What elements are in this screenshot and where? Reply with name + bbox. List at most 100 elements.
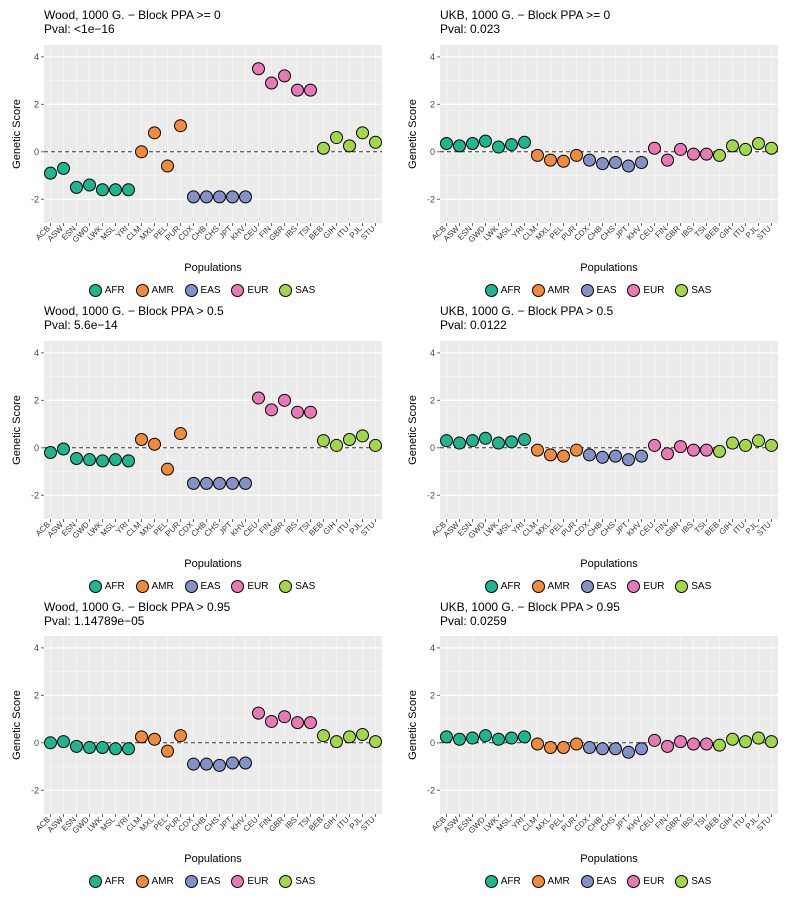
legend-item-SAS: SAS <box>675 284 711 297</box>
point-IBS <box>292 406 304 418</box>
svg-text:4: 4 <box>34 347 39 357</box>
legend-label: EAS <box>201 876 221 887</box>
point-ITU <box>740 143 752 155</box>
point-YRI <box>519 731 531 743</box>
point-KHV <box>636 450 648 462</box>
legend-label: SAS <box>295 285 315 296</box>
legend-item-AFR: AFR <box>89 284 125 297</box>
legend-item-AMR: AMR <box>532 284 570 297</box>
legend: AFR AMR EAS EUR SAS <box>8 578 396 596</box>
svg-text:2: 2 <box>34 99 39 109</box>
point-GWD <box>84 453 96 465</box>
point-GWD <box>480 135 492 147</box>
point-ITU <box>344 731 356 743</box>
legend: AFR AMR EAS EUR SAS <box>8 873 396 891</box>
point-TSI <box>701 444 713 456</box>
legend-item-AFR: AFR <box>485 875 521 888</box>
legend-item-EAS: EAS <box>185 875 221 888</box>
point-LWK <box>493 437 505 449</box>
title-line2: Pval: 5.6e−14 <box>44 318 118 332</box>
panel-title: UKB, 1000 G. − Block PPA > 0.95 Pval: 0.… <box>440 600 792 629</box>
point-CDX <box>584 154 596 166</box>
point-JPT <box>227 191 239 203</box>
svg-text:Genetic Score: Genetic Score <box>407 690 419 760</box>
svg-text:2: 2 <box>34 395 39 405</box>
legend-item-EUR: EUR <box>627 875 664 888</box>
svg-text:0: 0 <box>34 147 39 157</box>
point-STU <box>370 136 382 148</box>
legend-label: EAS <box>201 581 221 592</box>
point-CLM <box>136 146 148 158</box>
point-STU <box>370 736 382 748</box>
point-CLM <box>532 149 544 161</box>
legend-item-EAS: EAS <box>581 875 617 888</box>
legend-swatch-SAS <box>675 284 688 297</box>
point-CHB <box>201 759 213 771</box>
point-CEU <box>649 735 661 747</box>
legend-swatch-EAS <box>581 284 594 297</box>
panel-1: UKB, 1000 G. − Block PPA >= 0 Pval: 0.02… <box>404 8 792 300</box>
point-BEB <box>318 142 330 154</box>
legend-swatch-EAS <box>581 875 594 888</box>
point-MSL <box>110 743 122 755</box>
legend-item-AMR: AMR <box>136 284 174 297</box>
svg-text:Populations: Populations <box>580 262 638 274</box>
point-LWK <box>97 454 109 466</box>
legend-label: EUR <box>247 285 268 296</box>
point-JPT <box>227 477 239 489</box>
legend-swatch-AMR <box>136 580 149 593</box>
point-STU <box>766 142 778 154</box>
legend-item-AMR: AMR <box>532 580 570 593</box>
point-KHV <box>636 156 648 168</box>
legend-label: AMR <box>152 285 174 296</box>
point-KHV <box>240 477 252 489</box>
legend: AFR AMR EAS EUR SAS <box>404 578 792 596</box>
point-PUR <box>175 730 187 742</box>
point-PEL <box>558 742 570 754</box>
point-MSL <box>110 184 122 196</box>
legend: AFR AMR EAS EUR SAS <box>404 282 792 300</box>
point-CDX <box>584 448 596 460</box>
point-ASW <box>454 734 466 746</box>
point-MXL <box>545 154 557 166</box>
legend-item-EUR: EUR <box>627 580 664 593</box>
point-PUR <box>571 444 583 456</box>
point-CDX <box>188 477 200 489</box>
legend-item-SAS: SAS <box>279 875 315 888</box>
point-CHS <box>610 156 622 168</box>
point-ACB <box>45 167 57 179</box>
point-CEU <box>253 707 265 719</box>
point-GBR <box>675 440 687 452</box>
panel-title: UKB, 1000 G. − Block PPA >= 0 Pval: 0.02… <box>440 8 792 37</box>
svg-text:-2: -2 <box>427 194 435 204</box>
legend-swatch-EAS <box>185 284 198 297</box>
title-line1: UKB, 1000 G. − Block PPA > 0.95 <box>440 600 620 614</box>
legend-label: EUR <box>643 285 664 296</box>
legend-label: AMR <box>548 285 570 296</box>
point-KHV <box>240 757 252 769</box>
legend-swatch-AMR <box>136 875 149 888</box>
point-CHB <box>597 451 609 463</box>
point-LWK <box>493 141 505 153</box>
point-KHV <box>240 191 252 203</box>
title-line2: Pval: <1e−16 <box>44 22 115 36</box>
svg-text:-2: -2 <box>427 786 435 796</box>
point-CHS <box>214 191 226 203</box>
title-line1: Wood, 1000 G. − Block PPA >= 0 <box>44 8 221 22</box>
legend-swatch-EUR <box>231 875 244 888</box>
legend-swatch-EUR <box>627 580 640 593</box>
legend-label: EUR <box>247 876 268 887</box>
point-CEU <box>253 392 265 404</box>
legend-swatch-AFR <box>485 284 498 297</box>
point-FIN <box>266 716 278 728</box>
title-line1: UKB, 1000 G. − Block PPA > 0.5 <box>440 304 613 318</box>
point-PEL <box>558 450 570 462</box>
point-MXL <box>149 734 161 746</box>
panel-svg: -2024ACBASWESNGWDLWKMSLYRICLMMXLPELPURCD… <box>404 39 784 277</box>
legend-item-AFR: AFR <box>89 580 125 593</box>
svg-text:4: 4 <box>34 52 39 62</box>
title-line2: Pval: 0.0259 <box>440 614 507 628</box>
point-LWK <box>97 184 109 196</box>
point-YRI <box>123 184 135 196</box>
point-GIH <box>727 734 739 746</box>
